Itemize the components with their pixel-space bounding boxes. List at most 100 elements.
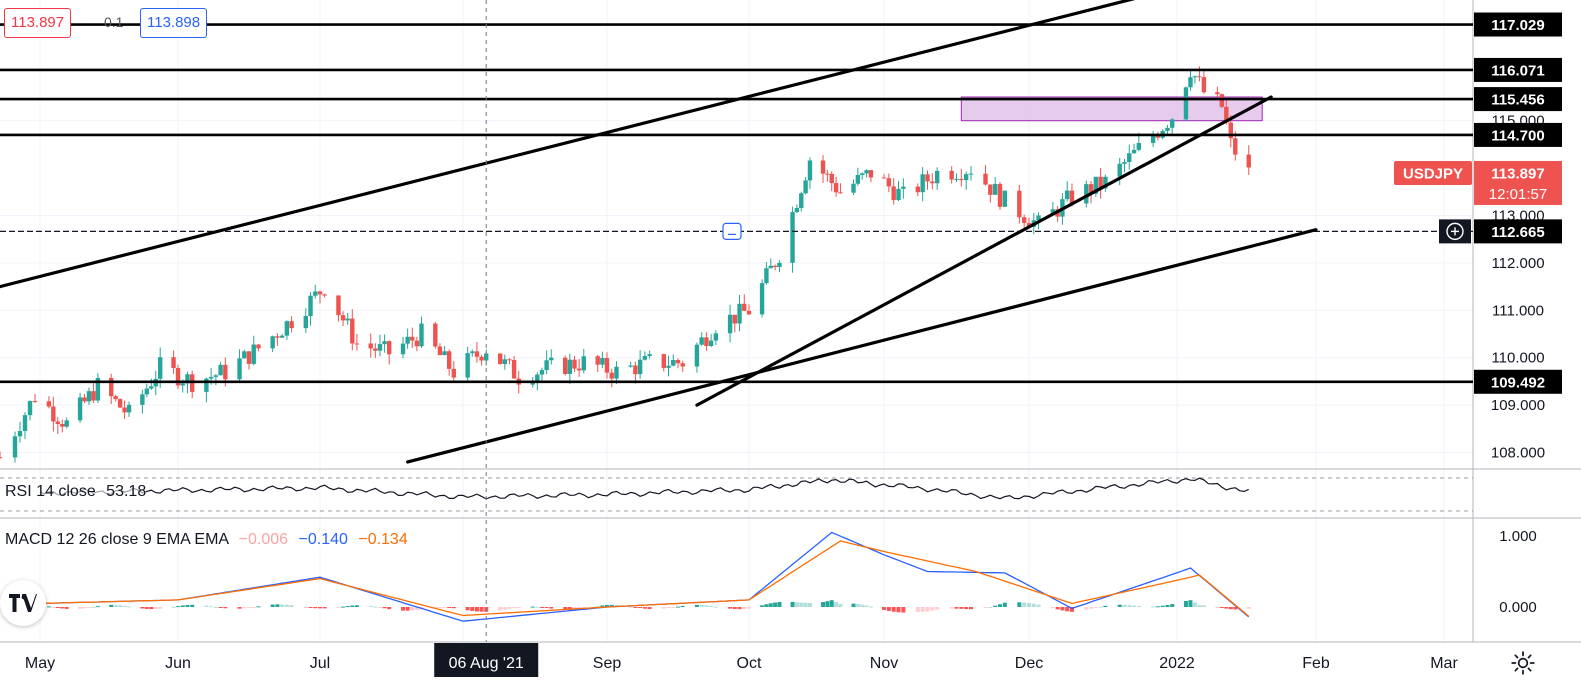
macd-histogram-bar [218,607,223,608]
macd-histogram-bar [180,605,185,607]
candle-up [1188,77,1193,88]
candle-up [1165,127,1170,131]
candle-up [694,344,700,367]
macd-histogram-bar [680,605,685,607]
candle-down [340,315,346,321]
time-axis-label: Jul [310,655,330,672]
macd-histogram-bar [704,605,709,607]
candle-up [790,212,795,263]
macd-histogram-bar [437,607,442,608]
candle-down [32,401,38,403]
macd-histogram-bar [1031,603,1036,607]
candle-down [562,357,568,374]
macd-histogram-bar [213,606,218,608]
macd-histogram-bar [318,607,322,609]
candle-up [1117,163,1122,177]
last-price: 113.897 [1491,165,1544,182]
macd-histogram-bar [609,604,614,607]
candle-down [410,336,415,341]
time-axis-label: 2022 [1159,655,1195,672]
macd-histogram-bar [803,602,808,607]
candle-up [27,401,33,416]
macd-histogram-bar [915,607,920,613]
candle-down [474,351,480,357]
macd-histogram-bar [868,606,873,608]
macd-histogram-bar [638,607,643,609]
candle-down [433,323,438,347]
candle-down [825,173,830,175]
macd-histogram-bar [1027,602,1031,607]
macd-histogram-bar [336,607,341,608]
price-axis-level-labels: 117.029 116.071 115.456 114.700 112.665 109.4… [1439,12,1562,394]
macd-histogram-bar [1219,607,1224,608]
gear-icon[interactable] [1510,650,1536,676]
candle-up [1084,184,1089,204]
trendlines[interactable] [0,0,1318,464]
macd-histogram-bar [549,607,554,609]
candle-down [479,356,484,361]
trendline [0,0,1136,289]
macd-histogram-bar [401,607,406,611]
ask-price-box[interactable]: 113.898 [140,8,208,38]
time-axis-labels: May Jun Jul 06 Aug '21 Sep Oct Nov Dec 2022 Feb Ma… [25,643,1458,677]
macd-histogram-bar [544,607,549,608]
macd-histogram-bar [694,604,699,607]
candle-up [860,173,865,175]
candle-up [803,180,808,194]
candle-down [386,341,392,355]
candle-down [414,340,420,347]
macd-histogram-bar [190,604,195,607]
macd-histogram-bar [1201,605,1206,607]
macd-histogram-bar [760,605,765,607]
crosshair-date-label-bg [434,643,539,677]
macd-histogram-bar [176,606,180,608]
macd-histogram-bar [1036,604,1041,607]
resistance-box[interactable] [960,96,1263,122]
bid-price-box[interactable]: 113.897 [4,8,72,38]
macd-histogram-bar [247,607,251,608]
macd-signal-value: −0.134 [358,531,408,548]
macd-histogram-bar [998,604,1002,607]
macd-pane: 1.000 0.000 [39,528,1537,622]
candle-down [772,265,778,267]
macd-histogram-bar [595,606,600,608]
candle-up [419,323,424,347]
macd-histogram-bar [1002,602,1007,607]
candle-down [983,173,988,185]
level-label-bg [1474,122,1562,147]
macd-histogram-bar [377,607,382,608]
macd-histogram-bar [676,606,680,608]
candle-up [208,376,214,379]
macd-histogram-bar [1228,607,1233,610]
macd-histogram-bar [1155,606,1160,608]
tradingview-logo-icon[interactable] [0,580,46,626]
candle-up [308,295,313,317]
macd-histogram-bar [747,607,751,609]
macd-histogram-bar [732,607,737,610]
candle-down [661,354,666,368]
candle-up [213,375,219,377]
candle-up [768,265,773,269]
candle-down [633,365,638,375]
candle-down [742,303,747,311]
macd-histogram-bar [1160,605,1165,607]
macd-histogram-bar [1165,604,1170,607]
candle-up [666,365,671,368]
macd-histogram-bar [209,606,214,608]
macd-histogram-bar [1192,602,1197,607]
candle-up [1093,176,1099,194]
candle-up [405,336,410,344]
candle-up [567,359,573,374]
macd-histogram-bar [851,603,856,607]
macd-histogram-bar [799,602,804,607]
candle-up [77,397,83,421]
candle-up [855,174,861,184]
level-label-bg [1474,57,1562,82]
candle-down [1021,217,1027,223]
candle-down [949,170,954,180]
macd-histogram-bar [1215,607,1220,608]
horizontal-levels[interactable] [0,23,1473,384]
rsi-pane [39,477,1249,500]
candle-down [997,183,1003,207]
